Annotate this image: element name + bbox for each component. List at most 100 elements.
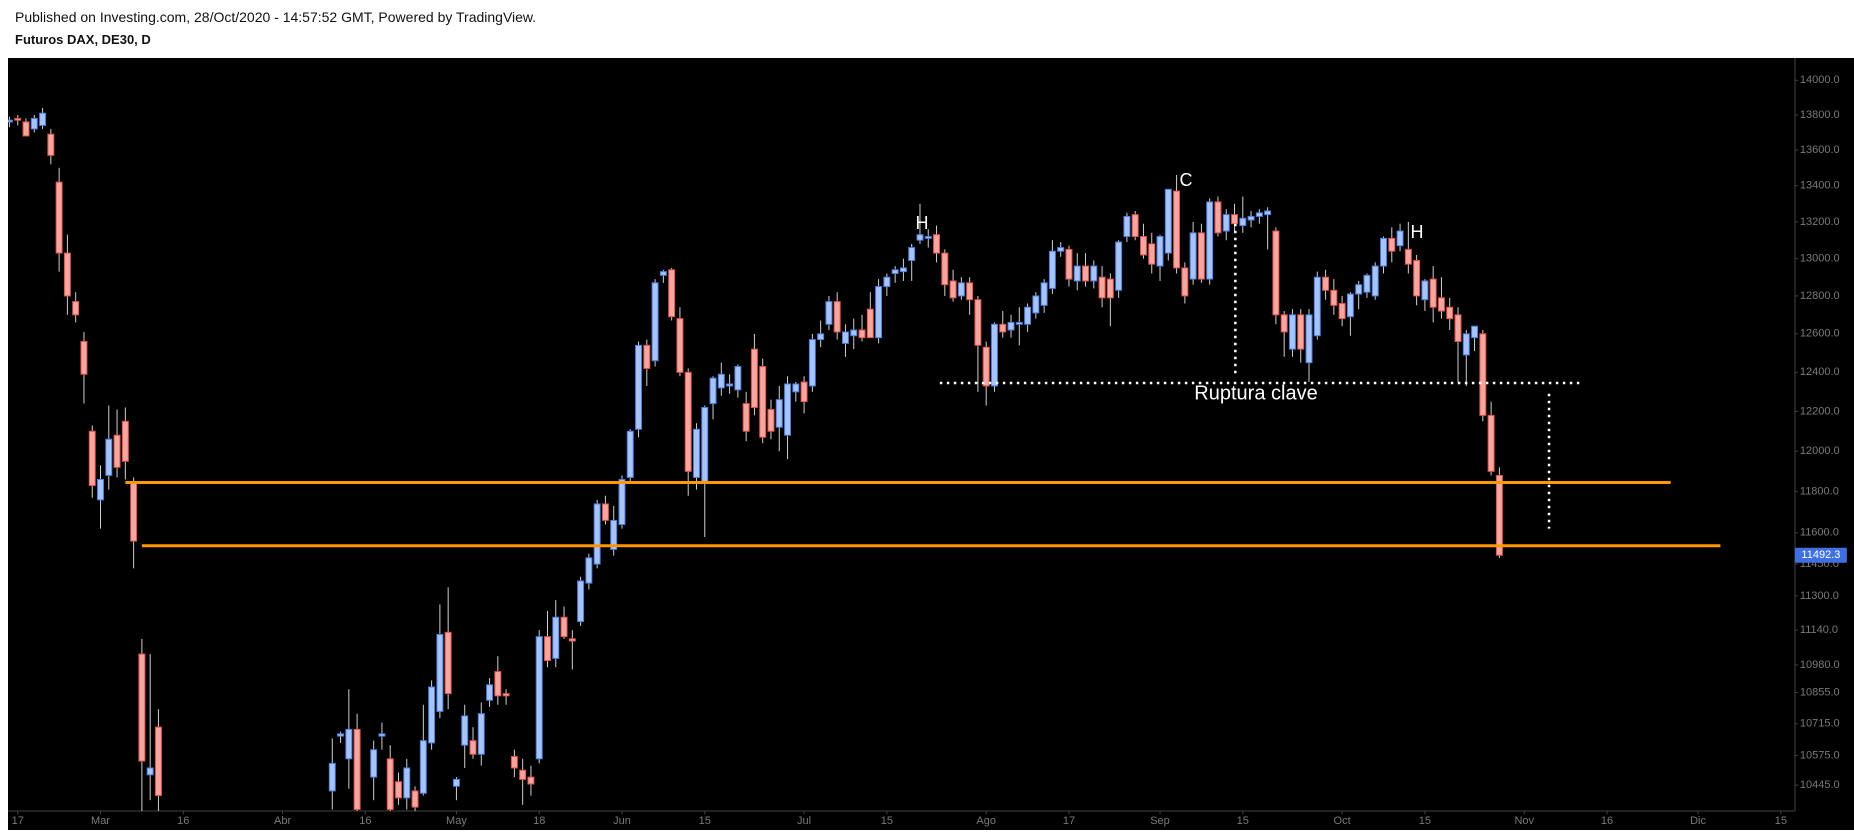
- y-tick-label: 12400.0: [1800, 366, 1840, 378]
- x-tick-label: Mar: [91, 815, 110, 827]
- y-tick-label: 11800.0: [1800, 486, 1839, 498]
- candle-body: [1057, 247, 1065, 252]
- candle-body: [353, 728, 361, 810]
- candle-body: [1164, 188, 1172, 254]
- candle-body: [1156, 236, 1164, 267]
- candle-body: [1065, 248, 1073, 280]
- candle-body: [784, 383, 792, 436]
- candle-body: [477, 713, 485, 755]
- candle-body: [370, 749, 378, 778]
- candle-body: [933, 234, 941, 254]
- candle-body: [1090, 265, 1098, 282]
- candle-body: [709, 377, 717, 405]
- candle-body: [717, 373, 725, 389]
- candle-body: [138, 653, 146, 762]
- candle-body: [891, 269, 899, 274]
- y-tick-label: 13600.0: [1800, 144, 1840, 156]
- candle-body: [113, 434, 121, 468]
- chart-background: [8, 58, 1854, 830]
- candle-body: [668, 269, 676, 318]
- candle-body: [436, 633, 444, 712]
- candle-body: [55, 181, 63, 254]
- candle-body: [775, 399, 783, 428]
- candle-body: [676, 318, 684, 373]
- candle-body: [63, 252, 71, 297]
- candle-body: [817, 333, 825, 341]
- y-tick-label: 13800.0: [1800, 109, 1840, 121]
- candle-body: [1024, 306, 1032, 325]
- candle-body: [1429, 278, 1437, 308]
- candle-body: [999, 323, 1007, 333]
- candle-body: [1313, 276, 1321, 337]
- candle-body: [419, 740, 427, 794]
- candle-body: [1106, 278, 1114, 299]
- candle-body: [957, 282, 965, 297]
- candle-body: [121, 420, 129, 462]
- candle-body: [1197, 232, 1205, 280]
- candle-body: [378, 733, 386, 737]
- x-tick-label: Jul: [797, 815, 811, 827]
- candle-body: [875, 286, 883, 339]
- candle-body: [14, 117, 22, 121]
- candle-body: [701, 407, 709, 485]
- candle-body: [486, 684, 494, 701]
- candle-body: [469, 740, 477, 755]
- candle-body: [974, 299, 982, 346]
- candle-body: [684, 371, 692, 472]
- candle-body: [1380, 237, 1387, 267]
- candle-body: [8, 119, 13, 123]
- candle-body: [568, 638, 576, 642]
- y-tick-label: 11140.0: [1800, 624, 1838, 636]
- x-tick-label: 18: [533, 815, 545, 827]
- candle-body: [1322, 276, 1330, 291]
- candle-body: [643, 344, 651, 369]
- candle-body: [742, 403, 750, 432]
- candle-body: [1437, 297, 1445, 312]
- candle-body: [411, 790, 419, 808]
- candle-body: [1189, 232, 1197, 280]
- y-tick-label: 10445.0: [1800, 779, 1840, 791]
- shoulder-label: H: [916, 213, 929, 233]
- plot-area: [8, 107, 1721, 811]
- candle-body: [908, 247, 916, 261]
- y-tick-label: 13400.0: [1800, 180, 1840, 192]
- candle-body: [1015, 321, 1023, 325]
- y-tick-label: 13000.0: [1800, 253, 1840, 265]
- candle-body: [858, 329, 866, 339]
- candle-body: [601, 503, 609, 521]
- candle-body: [883, 276, 891, 288]
- published-line: Published on Investing.com, 28/Oct/2020 …: [15, 9, 537, 25]
- y-tick-label: 11300.0: [1800, 590, 1839, 602]
- candle-body: [1131, 214, 1139, 238]
- candle-body: [734, 366, 742, 391]
- candle-body: [1346, 293, 1354, 318]
- candle-body: [1123, 215, 1131, 238]
- candle-body: [1239, 217, 1247, 227]
- candle-body: [527, 776, 535, 785]
- candle-body: [345, 728, 353, 760]
- candle-body: [618, 478, 626, 526]
- candle-body: [899, 267, 907, 273]
- candle-body: [1032, 295, 1040, 314]
- candle-body: [767, 408, 775, 432]
- candle-body: [792, 383, 800, 393]
- candle-body: [560, 616, 568, 638]
- candle-body: [1247, 215, 1255, 221]
- candle-body: [1355, 284, 1363, 295]
- y-tick-label: 12200.0: [1800, 405, 1840, 417]
- candle-body: [494, 671, 502, 697]
- candle-body: [1048, 250, 1056, 289]
- candle-body: [444, 631, 452, 695]
- candle-body: [610, 519, 618, 550]
- y-tick-label: 12600.0: [1800, 328, 1840, 340]
- candle-body: [105, 438, 113, 476]
- candle-body: [1148, 243, 1156, 265]
- candle-body: [982, 346, 990, 387]
- candle-body: [1222, 214, 1230, 232]
- candle-body: [97, 478, 104, 501]
- candle-body: [833, 301, 841, 333]
- candle-body: [626, 430, 634, 478]
- candle-body: [1098, 276, 1106, 299]
- x-tick-label: May: [446, 815, 467, 827]
- x-tick-label: 15: [1775, 815, 1787, 827]
